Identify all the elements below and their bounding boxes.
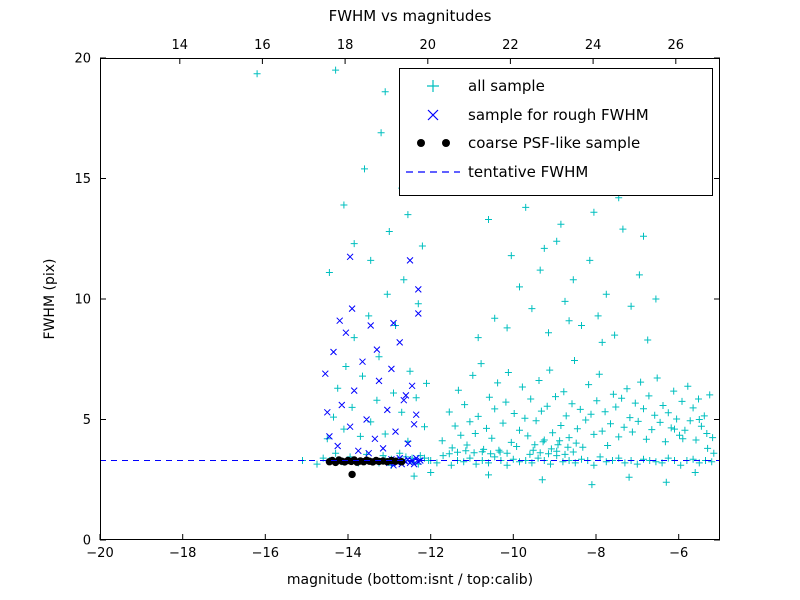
x-tick-label-bottom: −12: [417, 546, 444, 561]
x-tick-label-top: 20: [420, 38, 437, 53]
x-tick-label-bottom: −8: [586, 546, 605, 561]
y-tick-label: 15: [74, 172, 91, 187]
series-x-markers: [321, 253, 424, 469]
x-tick-label-bottom: −6: [669, 546, 688, 561]
y-tick-label: 0: [83, 534, 91, 549]
y-axis-label: FWHM (pix): [42, 259, 58, 340]
legend-label: tentative FWHM: [468, 163, 588, 181]
x-tick-label-top: 16: [254, 38, 271, 53]
legend-label: coarse PSF-like sample: [468, 134, 640, 152]
y-tick-label: 5: [83, 413, 91, 428]
x-tick-label-top: 26: [668, 38, 685, 53]
x-tick-label-top: 22: [502, 38, 519, 53]
x-tick-label-top: 24: [585, 38, 602, 53]
legend-box: [399, 68, 713, 196]
legend-label: sample for rough FWHM: [468, 106, 649, 124]
legend-dot-icon: [417, 139, 425, 147]
x-tick-label-top: 18: [337, 38, 354, 53]
x-tick-label-bottom: −16: [252, 546, 279, 561]
legend-dot-icon: [442, 139, 450, 147]
x-tick-label-bottom: −10: [500, 546, 527, 561]
x-axis-label: magnitude (bottom:isnt / top:calib): [287, 572, 533, 588]
x-tick-label-top: 14: [172, 38, 189, 53]
y-tick-label: 10: [74, 293, 91, 308]
chart-title: FWHM vs magnitudes: [329, 7, 492, 25]
x-tick-label-bottom: −18: [169, 546, 196, 561]
legend-plus-icon: [427, 80, 439, 92]
y-tick-label: 20: [74, 52, 91, 67]
axes-frame: [100, 58, 720, 540]
x-tick-label-bottom: −20: [86, 546, 113, 561]
x-tick-label-bottom: −14: [334, 546, 361, 561]
legend-label: all sample: [468, 77, 545, 95]
plot-area: −20 −18 −16 −14 −12 −10 −8 −6 14 16 18 20 22 24 26 0 5 10…: [74, 38, 720, 561]
legend-x-icon: [427, 109, 439, 121]
series-dot-markers: [325, 456, 406, 479]
